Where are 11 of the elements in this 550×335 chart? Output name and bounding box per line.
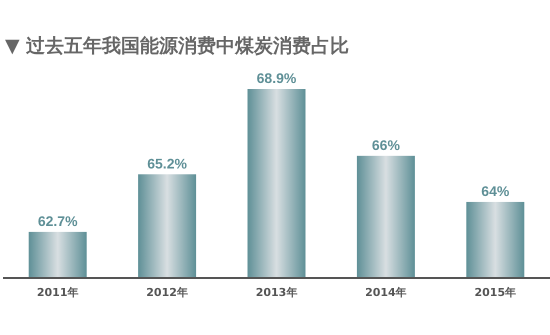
data-label: 64%: [481, 182, 510, 199]
x-tick-label: 2014年: [365, 286, 407, 299]
data-label: 66%: [372, 136, 400, 153]
x-tick-label: 2015年: [474, 286, 516, 299]
data-label: 68.9%: [256, 70, 297, 86]
data-label: 65.2%: [147, 155, 188, 172]
x-tick-label: 2012年: [146, 286, 188, 299]
data-label: 62.7%: [38, 212, 78, 229]
x-tick-label: 2011年: [36, 286, 79, 299]
x-tick-label: 2013年: [256, 286, 298, 299]
chart-title: ▼ 过去五年我国能源消费中煤炭消费占比: [5, 35, 350, 57]
